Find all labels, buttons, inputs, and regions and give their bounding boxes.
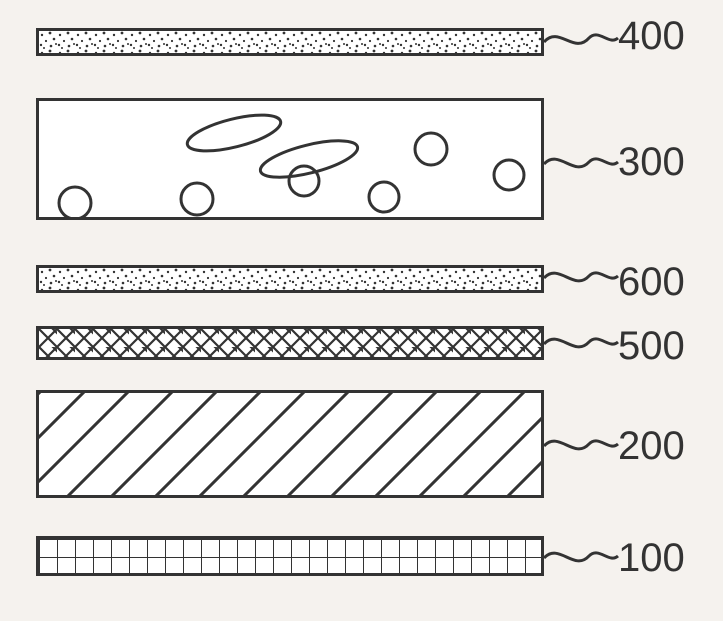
- layer-400-rect: [36, 28, 544, 56]
- layer-400: [36, 28, 544, 56]
- label-100: 100: [618, 536, 685, 581]
- lead-line-100: [544, 540, 619, 576]
- label-600: 600: [618, 260, 685, 305]
- label-500: 500: [618, 324, 685, 369]
- layer-600-rect: [36, 265, 544, 293]
- layer-300: [36, 98, 544, 220]
- lead-line-200: [544, 428, 619, 464]
- layer-200-rect: [36, 390, 544, 498]
- diagram-canvas: 400 300: [0, 0, 723, 621]
- label-200: 200: [618, 424, 685, 469]
- pattern-crosshatch: [39, 329, 541, 357]
- layer-500: [36, 326, 544, 360]
- pattern-diag: [39, 393, 541, 495]
- layer-500-rect: [36, 326, 544, 360]
- layer-600: [36, 265, 544, 293]
- label-300: 300: [618, 140, 685, 185]
- layer-200: [36, 390, 544, 498]
- lead-line-600: [544, 258, 619, 294]
- layer-100-rect: [36, 536, 544, 576]
- lead-line-500: [544, 326, 619, 362]
- label-400: 400: [618, 14, 685, 59]
- pattern-particles: [39, 101, 541, 217]
- layer-100: [36, 536, 544, 576]
- pattern-speckle: [39, 268, 541, 290]
- pattern-speckle: [39, 31, 541, 53]
- pattern-grid: [39, 539, 541, 573]
- layer-300-rect: [36, 98, 544, 220]
- lead-line-300: [544, 146, 619, 182]
- lead-line-400: [544, 20, 619, 56]
